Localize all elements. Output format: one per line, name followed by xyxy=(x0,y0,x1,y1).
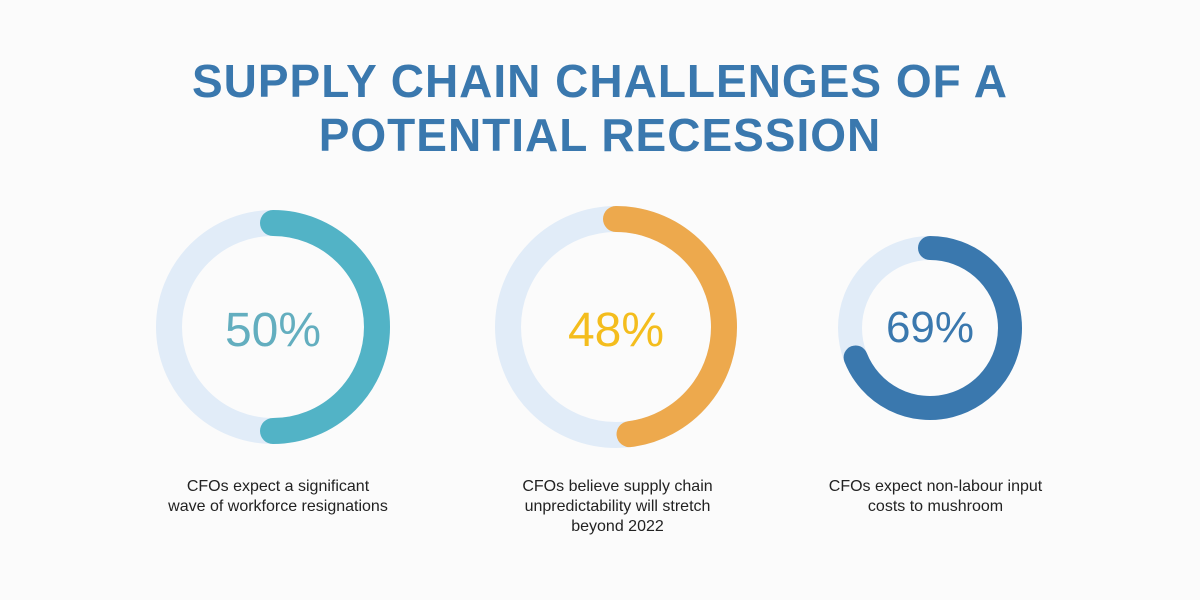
ring-arc-unpredictability xyxy=(603,206,737,448)
donut-chart-workforce xyxy=(156,210,390,444)
ring-arc-workforce xyxy=(260,210,390,444)
stat-supply-chain-unpredictability: 48% xyxy=(495,206,737,448)
stat-value-workforce: 50% xyxy=(224,304,322,357)
stat-value-input-costs: 69% xyxy=(885,303,975,352)
donut-chart-unpredictability xyxy=(495,206,737,448)
donut-chart-input-costs xyxy=(838,236,1022,420)
caption-unpredictability: CFOs believe supply chain unpredictabili… xyxy=(522,478,713,535)
stat-input-costs: 69% xyxy=(838,236,1022,420)
page-title: SUPPLY CHAIN CHALLENGES OF A POTENTIAL R… xyxy=(0,54,1200,162)
title-line-1: SUPPLY CHAIN CHALLENGES OF A xyxy=(191,55,1009,107)
caption-workforce: CFOs expect a significant wave of workfo… xyxy=(168,478,388,515)
title-line-2: POTENTIAL RECESSION xyxy=(318,109,882,161)
ring-arc-input-costs xyxy=(843,236,1022,420)
stat-value-unpredictability: 48% xyxy=(567,304,665,357)
stat-workforce-resignations: 50% xyxy=(156,198,390,456)
caption-input-costs: CFOs expect non-labour input costs to mu… xyxy=(828,478,1043,515)
